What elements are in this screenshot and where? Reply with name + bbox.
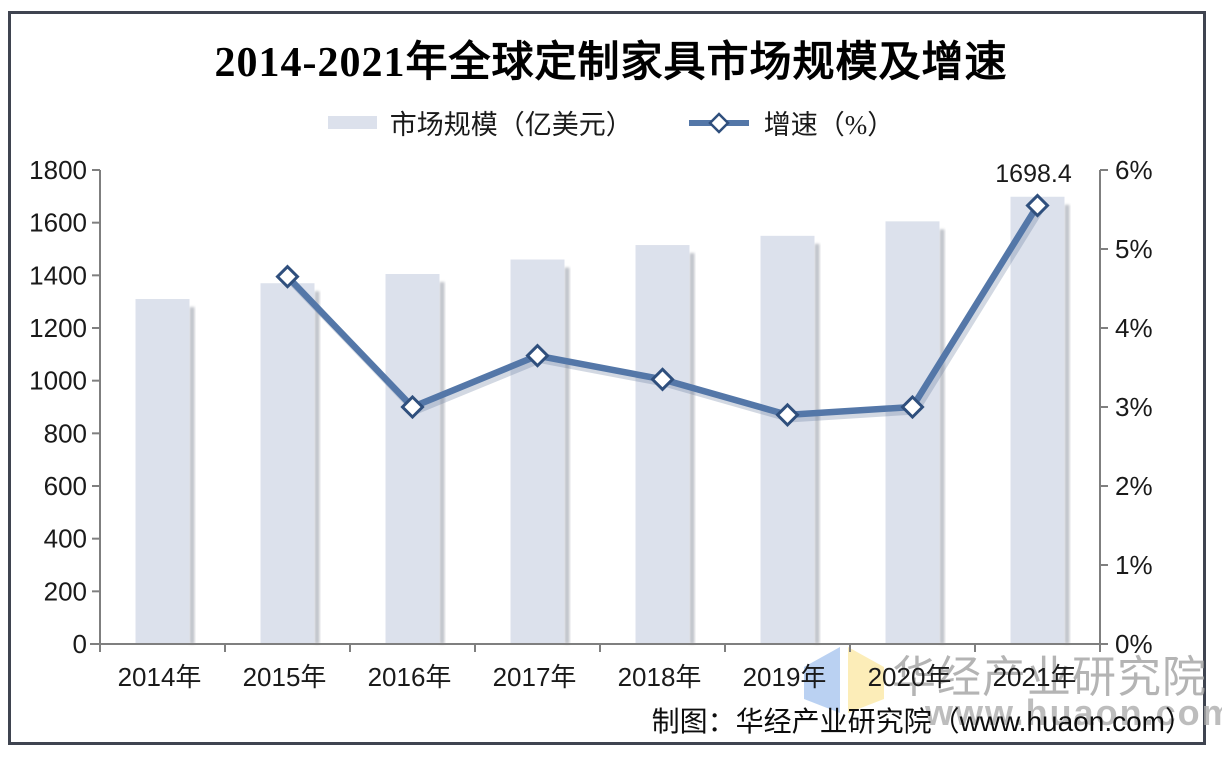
- growth-line-marker: [775, 402, 800, 428]
- x-axis-label: 2018年: [618, 662, 702, 692]
- bar: [510, 259, 565, 644]
- left-axis-tick-label: 1400: [29, 260, 87, 290]
- bar-shadow: [189, 307, 195, 644]
- bar: [885, 221, 940, 644]
- right-axis-tick-label: 3%: [1115, 392, 1153, 422]
- right-axis-tick-label: 6%: [1115, 155, 1153, 185]
- bar: [635, 245, 690, 645]
- bar-shadow: [1064, 204, 1070, 644]
- bar-shadow: [564, 267, 570, 644]
- left-axis-tick-label: 0: [73, 629, 87, 659]
- bar: [1010, 196, 1065, 644]
- left-axis-tick-label: 200: [44, 576, 87, 606]
- left-axis-tick-label: 1600: [29, 208, 87, 238]
- x-axis-label: 2017年: [493, 662, 577, 692]
- x-axis-label: 2021年: [993, 662, 1077, 692]
- bar: [260, 283, 315, 644]
- bar-shadow: [689, 253, 695, 645]
- x-axis-label: 2020年: [868, 662, 952, 692]
- bar-shadow: [814, 243, 820, 645]
- url-watermark: www.huaon.com: [925, 692, 1222, 733]
- legend-label-market-size: 市场规模（亿美元）: [389, 110, 633, 140]
- bar-value-label: 1698.4: [995, 160, 1072, 188]
- book-left-page-icon: [804, 647, 840, 713]
- legend-line-swatch: [688, 111, 749, 134]
- x-axis-label: 2015年: [243, 662, 327, 692]
- growth-line-marker: [525, 343, 550, 368]
- legend-item-market-size: 市场规模（亿美元）: [327, 103, 633, 142]
- footer-credit: 制图：华经产业研究院（www.huaon.com）: [651, 706, 1193, 737]
- bar: [135, 299, 190, 644]
- brand-watermark: 华经产业研究院: [892, 653, 1207, 702]
- figure-border-frame: [8, 11, 1206, 745]
- bar-shadow: [314, 291, 320, 644]
- legend-bar-swatch: [327, 116, 377, 129]
- left-axis-tick-label: 600: [44, 471, 87, 501]
- left-axis-tick-label: 1200: [29, 313, 87, 343]
- right-axis-tick-label: 1%: [1115, 550, 1153, 580]
- left-axis-tick-label: 800: [44, 418, 87, 448]
- legend-diamond-icon: [707, 111, 730, 134]
- growth-line-marker: [400, 394, 425, 420]
- bar: [385, 274, 440, 644]
- right-axis-tick-label: 4%: [1115, 313, 1153, 343]
- bar-shadow: [939, 229, 945, 644]
- chart-legend: 市场规模（亿美元） 增速（%）: [0, 103, 1222, 142]
- x-axis-label: 2019年: [743, 662, 827, 692]
- huaon-book-logo-watermark: [804, 647, 884, 713]
- book-right-page-icon: [848, 647, 884, 713]
- growth-line-marker: [275, 264, 300, 289]
- x-axis-label: 2014年: [118, 662, 202, 692]
- legend-label-growth: 增速（%）: [763, 110, 895, 140]
- right-axis-tick-label: 2%: [1115, 471, 1153, 501]
- growth-line-marker: [1025, 193, 1050, 218]
- bar: [760, 235, 815, 645]
- right-axis-tick-label: 5%: [1115, 234, 1153, 264]
- bar-shadow: [439, 282, 445, 644]
- growth-line-marker: [900, 394, 925, 420]
- left-axis-tick-label: 400: [44, 524, 87, 554]
- chart-title: 2014-2021年全球定制家具市场规模及增速: [214, 40, 1008, 86]
- x-axis-label: 2016年: [368, 662, 452, 692]
- left-axis-tick-label: 1800: [29, 155, 87, 185]
- left-axis-tick-label: 1000: [29, 366, 87, 396]
- right-axis-tick-label: 0%: [1115, 629, 1153, 659]
- growth-line-marker: [650, 367, 675, 392]
- legend-item-growth: 增速（%）: [687, 103, 895, 142]
